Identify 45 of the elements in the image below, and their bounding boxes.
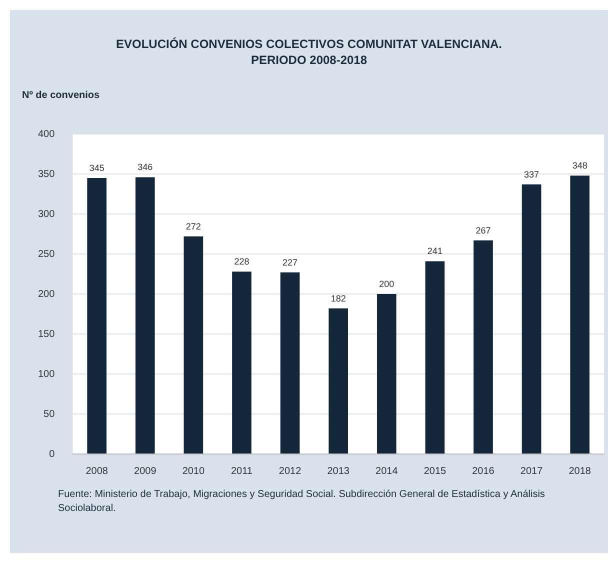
y-tick-label: 350 (38, 168, 56, 180)
data-label: 241 (427, 246, 442, 256)
data-label: 348 (572, 160, 588, 171)
x-tick-label: 2013 (327, 466, 350, 477)
x-tick-label: 2016 (472, 466, 495, 477)
source-note: Fuente: Ministerio de Trabajo, Migraciones y Seguridad Social. Subdirección General de Estadística y Análisis Sociolaboral. (58, 488, 546, 516)
bar (87, 178, 106, 454)
data-label: 228 (234, 256, 250, 267)
y-tick-label: 0 (49, 448, 56, 460)
bar (425, 261, 445, 454)
x-tick-label: 2011 (230, 466, 253, 477)
bar (474, 240, 493, 454)
bar (522, 184, 542, 454)
data-label: 272 (186, 221, 201, 232)
y-tick-label: 200 (38, 288, 56, 300)
data-label: 345 (89, 162, 104, 173)
y-tick-label: 100 (38, 368, 56, 380)
x-tick-label: 2017 (520, 466, 544, 477)
data-label: 337 (524, 169, 540, 180)
y-tick-label: 50 (44, 408, 56, 420)
data-label: 267 (476, 225, 491, 236)
bar (184, 236, 204, 454)
data-label: 346 (138, 162, 153, 172)
x-tick-label: 2010 (182, 466, 205, 477)
x-tick-label: 2014 (376, 466, 398, 477)
bar (135, 177, 155, 454)
x-tick-label: 2018 (568, 466, 592, 477)
x-tick-label: 2012 (278, 466, 302, 477)
y-tick-label: 250 (38, 248, 56, 260)
y-tick-label: 300 (38, 208, 56, 220)
x-tick-label: 2008 (86, 466, 108, 477)
bar (570, 176, 590, 454)
bar (232, 272, 252, 454)
data-label: 227 (282, 257, 298, 268)
y-tick-label: 150 (38, 328, 56, 340)
bar (376, 294, 396, 454)
y-tick-label: 400 (38, 128, 56, 140)
y-axis-title: Nº de convenios (22, 90, 100, 101)
data-label: 200 (379, 278, 394, 289)
x-tick-label: 2015 (424, 466, 447, 477)
bar (328, 308, 348, 454)
bar (280, 272, 300, 454)
data-label: 182 (330, 293, 346, 304)
chart-title: EVOLUCIÓN CONVENIOS COLECTIVOS COMUNITAT VALENCIANA. PERIODO 2008-2018 (114, 36, 503, 68)
x-tick-label: 2009 (134, 466, 157, 477)
